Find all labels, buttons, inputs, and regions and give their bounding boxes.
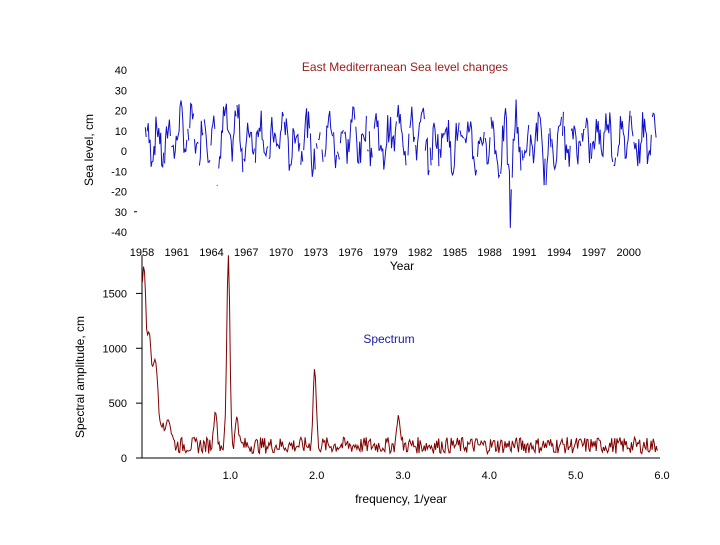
sea-level-x-tick-label: 1991 bbox=[512, 247, 536, 259]
spectrum-y-tick-label: 1500 bbox=[103, 288, 127, 300]
spectrum-x-tick-label: 1.0 bbox=[223, 470, 238, 482]
sea-level-x-tick-label: 1979 bbox=[373, 247, 397, 259]
sea-level-x-tick-label: 1997 bbox=[582, 247, 606, 259]
spectrum-y-axis-label: Spectral amplitude, cm bbox=[73, 316, 87, 438]
spectrum-x-tick-label: 6.0 bbox=[654, 470, 669, 482]
sea-level-x-tick-label: 1970 bbox=[269, 247, 293, 259]
sea-level-x-tick-label: 1973 bbox=[304, 247, 328, 259]
sea-level-x-tick-label: 1967 bbox=[234, 247, 258, 259]
sea-level-chart: East Mediterranean Sea level changes -40… bbox=[82, 60, 658, 273]
sea-level-x-tick-label: 1994 bbox=[547, 247, 571, 259]
sea-level-x-tick-label: 1958 bbox=[130, 247, 154, 259]
sea-level-x-tick-label: 1985 bbox=[443, 247, 467, 259]
sea-level-y-tick-label: -40 bbox=[111, 227, 127, 239]
sea-level-series-line bbox=[145, 100, 658, 228]
sea-level-x-tick-label: 1964 bbox=[199, 247, 223, 259]
spectrum-series-line bbox=[141, 255, 658, 456]
spectrum-x-tick-label: 3.0 bbox=[395, 470, 410, 482]
sea-level-y-tick-label: -10 bbox=[111, 166, 127, 178]
spectrum-y-tick-label: 500 bbox=[109, 398, 127, 410]
sea-level-y-tick-label: 0 bbox=[121, 146, 127, 158]
spectrum-y-tick-label: 0 bbox=[121, 453, 127, 465]
sea-level-y-tick-label: 10 bbox=[115, 126, 127, 138]
sea-level-x-tick-labels: 1958 1961 1964 1967 1970 1973 1976 1979 1982 1985… bbox=[130, 247, 641, 259]
spectrum-x-tick-labels: 1.0 2.0 3.0 4.0 5.0 6.0 bbox=[223, 470, 670, 482]
spectrum-y-tick-labels: 0 500 1000 1500 bbox=[103, 288, 127, 465]
sea-level-x-tick-label: 2000 bbox=[616, 247, 640, 259]
sea-level-x-tick-label: 1976 bbox=[338, 247, 362, 259]
spectrum-x-tick-label: 2.0 bbox=[309, 470, 324, 482]
spectrum-x-tick-label: 5.0 bbox=[568, 470, 583, 482]
sea-level-y-axis-label: Sea level, cm bbox=[82, 114, 96, 186]
spectrum-y-tick-marks bbox=[136, 292, 142, 459]
sea-level-x-axis-label: Year bbox=[390, 259, 414, 273]
spectrum-chart-title: Spectrum bbox=[363, 332, 414, 346]
sea-level-x-tick-label: 1961 bbox=[165, 247, 189, 259]
spectrum-y-tick-label: 1000 bbox=[103, 343, 127, 355]
spectrum-chart: Spectrum 0 500 1000 1500 1.0 2.0 3.0 4.0 5.0 6.0… bbox=[73, 255, 670, 506]
spectrum-x-axis-label: frequency, 1/year bbox=[355, 492, 447, 506]
sea-level-chart-title: East Mediterranean Sea level changes bbox=[302, 60, 508, 74]
sea-level-y-tick-label: 20 bbox=[115, 106, 127, 118]
sea-level-y-tick-labels: -40 30 -20 -10 0 10 20 30 40 bbox=[111, 65, 127, 239]
spectrum-x-tick-label: 4.0 bbox=[482, 470, 497, 482]
sea-level-y-tick-label: 30 bbox=[115, 85, 127, 97]
sea-level-y-tick-label: 30 bbox=[115, 207, 127, 219]
sea-level-x-tick-label: 1982 bbox=[408, 247, 432, 259]
sea-level-y-tick-label: -20 bbox=[111, 187, 127, 199]
sea-level-x-tick-label: 1988 bbox=[477, 247, 501, 259]
sea-level-y-tick-label: 40 bbox=[115, 65, 127, 77]
